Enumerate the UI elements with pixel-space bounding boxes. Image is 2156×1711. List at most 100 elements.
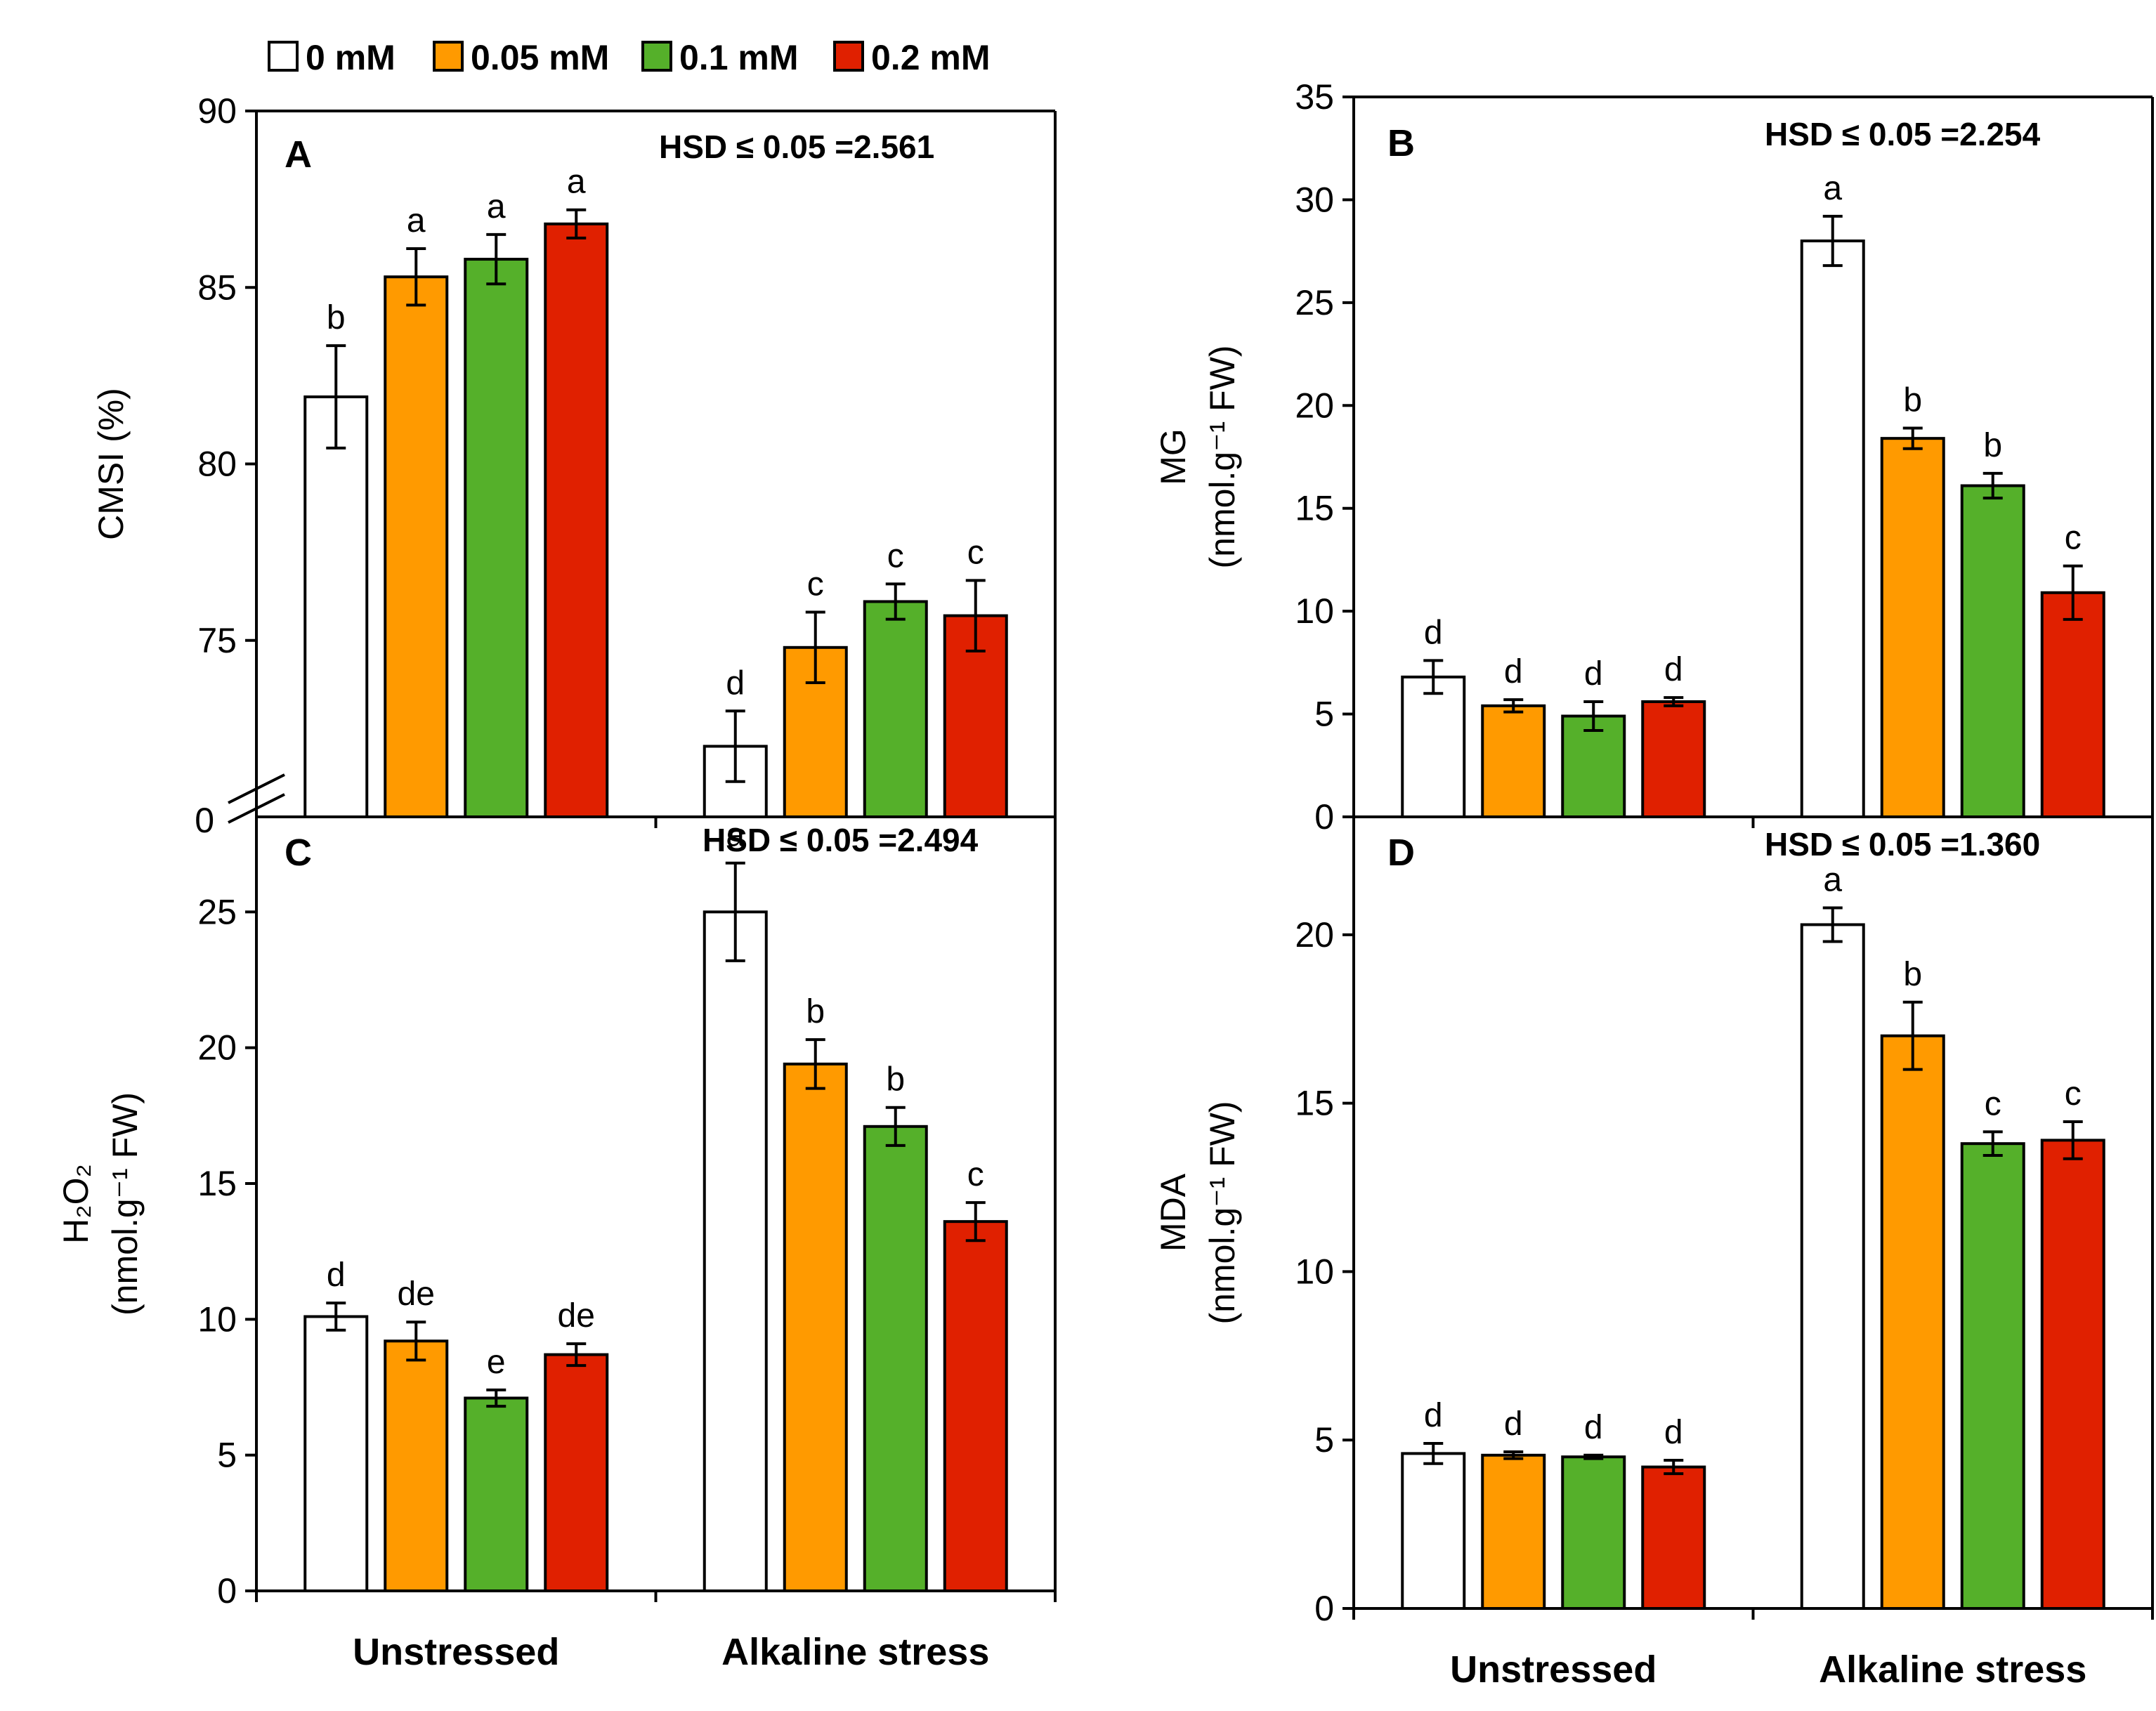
significance-letter: e: [487, 1344, 506, 1381]
significance-letter: de: [558, 1297, 595, 1335]
y-tick-label: 20: [197, 1028, 237, 1068]
y-tick-label: 5: [217, 1436, 237, 1475]
y-tick-label: 15: [197, 1164, 237, 1203]
y-tick-label: 75: [197, 621, 237, 660]
panel-letter: D: [1387, 832, 1415, 874]
bar-b-unstressed-s3: [1641, 700, 1706, 818]
y-tick-label: 30: [1295, 180, 1334, 219]
y-tick-label: 0: [1314, 797, 1334, 837]
significance-letter: b: [806, 993, 825, 1030]
bar-d-unstressed-s2: [1561, 1455, 1626, 1610]
bar-d-alkaline-s1: [1880, 1034, 1945, 1610]
y-tick-label: 20: [1295, 386, 1334, 425]
significance-letter: b: [1903, 956, 1922, 993]
bar-d-unstressed-s0: [1401, 1452, 1466, 1610]
significance-letter: d: [726, 664, 745, 702]
significance-letter: d: [1504, 1405, 1523, 1443]
y-axis-title: H₂O₂: [56, 1164, 96, 1244]
significance-letter: d: [1664, 651, 1683, 688]
significance-letter: a: [487, 188, 506, 225]
axis-break-mark: [228, 793, 285, 824]
legend-label: 0.05 mM: [471, 38, 609, 77]
y-axis-title: MDA: [1154, 1173, 1193, 1252]
y-tick-label: 0: [217, 1571, 237, 1611]
bar-c-unstressed-s3: [544, 1353, 609, 1592]
significance-letter: d: [1424, 1397, 1443, 1434]
bar-a-unstressed-s2: [464, 258, 529, 818]
bar-b-unstressed-s0: [1401, 675, 1466, 818]
legend-label: 0.1 mM: [679, 38, 799, 77]
bar-d-alkaline-s3: [2040, 1139, 2105, 1610]
bar-a-unstressed-s3: [544, 222, 609, 818]
x-category-label: Alkaline stress: [1819, 1648, 2086, 1691]
legend-swatch: [641, 41, 672, 72]
bar-a-alkaline-s2: [863, 600, 928, 818]
y-tick-label: 5: [1314, 1420, 1334, 1460]
significance-letter: d: [1584, 655, 1603, 693]
hsd-label: HSD ≤ 0.05 =2.494: [703, 822, 979, 858]
y-break-label: 0: [195, 801, 214, 840]
y-tick-label: 10: [1295, 591, 1334, 631]
hsd-label: HSD ≤ 0.05 =2.254: [1765, 116, 2041, 152]
y-tick-label: 15: [1295, 489, 1334, 528]
bar-c-unstressed-s2: [464, 1396, 529, 1592]
legend-swatch: [433, 41, 464, 72]
y-tick-label: 25: [197, 892, 237, 931]
y-axis-unit: (nmol.g⁻¹ FW): [105, 1092, 145, 1316]
bar-b-alkaline-s3: [2040, 591, 2105, 818]
y-tick-label: 90: [197, 91, 237, 131]
bar-a-unstressed-s0: [303, 395, 369, 818]
significance-letter: a: [1823, 861, 1842, 898]
bar-b-alkaline-s2: [1960, 484, 2025, 818]
significance-letter: d: [1424, 614, 1443, 651]
legend-swatch: [268, 41, 299, 72]
significance-letter: b: [1983, 427, 2002, 464]
panel-b-mg-chart: 0 5 10 15 20 25 30 35 MG (nmol.g⁻¹ FW) B HSD ≤ 0.05…: [1154, 77, 2154, 837]
significance-letter: c: [967, 1156, 984, 1193]
bar-c-alkaline-s1: [783, 1062, 848, 1593]
bar-c-alkaline-s0: [703, 910, 768, 1593]
legend: 0 mM 0.05 mM 0.1 mM 0.2 mM: [268, 38, 991, 77]
bar-d-unstressed-s3: [1641, 1465, 1706, 1610]
significance-letter: d: [1504, 653, 1523, 690]
panel-d-mda-chart: 0 5 10 15 20 MDA (nmol.g⁻¹ FW) D HSD ≤ 0.05 =1.3…: [1154, 815, 2154, 1691]
significance-letter: c: [2065, 520, 2082, 557]
legend-label: 0.2 mM: [871, 38, 991, 77]
y-tick-label: 0: [1314, 1589, 1334, 1628]
significance-letter: c: [2065, 1075, 2082, 1113]
y-tick-label: 10: [1295, 1252, 1334, 1291]
y-tick-label: 5: [1314, 695, 1334, 734]
x-category-label: Unstressed: [1450, 1648, 1657, 1691]
significance-letter: d: [1584, 1409, 1603, 1446]
panel-letter: C: [285, 832, 312, 874]
bar-b-unstressed-s2: [1561, 714, 1626, 818]
legend-label: 0 mM: [306, 38, 396, 77]
bar-c-alkaline-s2: [863, 1125, 928, 1593]
bar-b-alkaline-s0: [1800, 240, 1865, 818]
significance-letter: c: [967, 534, 984, 571]
bar-c-unstressed-s1: [384, 1339, 449, 1593]
bar-d-unstressed-s1: [1481, 1453, 1546, 1611]
y-tick-label: 80: [197, 445, 237, 484]
hsd-label: HSD ≤ 0.05 =2.561: [659, 129, 934, 165]
panel-c-h2o2-chart: 0 5 10 15 20 25 H₂O₂ (nmol.g⁻¹ FW) C HSD ≤ 0.05 =…: [56, 815, 1057, 1673]
significance-letter: a: [726, 817, 745, 854]
y-axis-title: MG: [1154, 428, 1193, 485]
significance-letter: d: [1664, 1414, 1683, 1451]
bar-d-alkaline-s0: [1800, 923, 1865, 1611]
y-axis-unit: (nmol.g⁻¹ FW): [1203, 1101, 1242, 1324]
significance-letter: b: [1903, 382, 1922, 419]
y-tick-label: 85: [197, 268, 237, 307]
bar-c-alkaline-s3: [943, 1220, 1008, 1592]
legend-swatch: [833, 41, 864, 72]
significance-letter: a: [1823, 170, 1842, 207]
y-tick-label: 25: [1295, 283, 1334, 322]
y-tick-label: 10: [197, 1299, 237, 1339]
bar-d-alkaline-s2: [1960, 1142, 2025, 1610]
x-category-label: Alkaline stress: [721, 1631, 989, 1673]
y-tick-label: 35: [1295, 77, 1334, 117]
significance-letter: c: [807, 566, 824, 603]
significance-letter: a: [407, 202, 426, 240]
bar-b-alkaline-s1: [1880, 437, 1945, 818]
